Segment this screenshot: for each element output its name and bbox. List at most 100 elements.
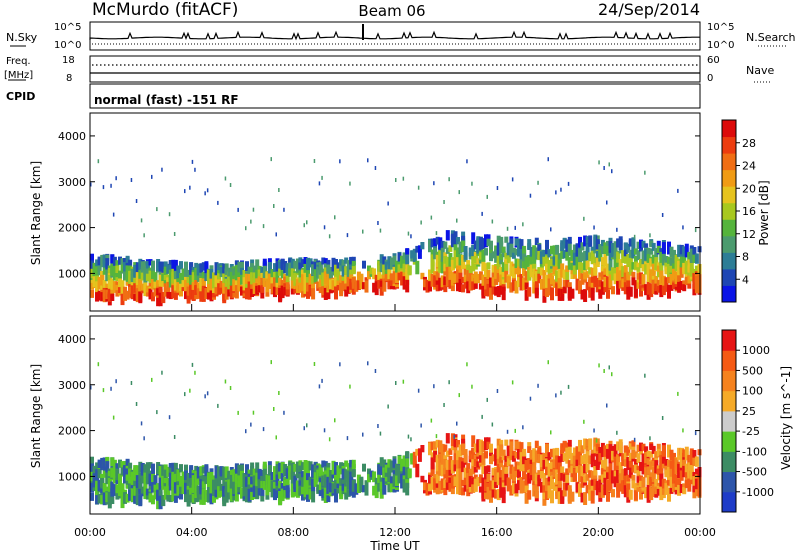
power-sparse-cell xyxy=(649,233,651,238)
power-cell xyxy=(405,248,410,255)
power-cell xyxy=(545,263,549,273)
power-cell xyxy=(575,279,580,290)
power-cell xyxy=(201,271,206,282)
power-cell xyxy=(278,261,283,270)
velocity-colorbar-segment xyxy=(722,350,736,371)
power-cell xyxy=(387,280,392,290)
velocity-cell xyxy=(189,476,194,489)
power-cell xyxy=(501,286,506,301)
velocity-cell xyxy=(285,484,290,493)
velocity-cell xyxy=(590,484,595,492)
velocity-cell xyxy=(387,459,392,468)
power-cell xyxy=(158,284,163,296)
power-cell xyxy=(339,260,344,272)
power-cell xyxy=(651,280,656,294)
velocity-cell xyxy=(156,491,161,499)
velocity-cell xyxy=(509,446,514,461)
velocity-cell xyxy=(499,456,504,463)
power-cell xyxy=(372,268,377,280)
velocity-cell xyxy=(163,464,168,474)
power-cell xyxy=(649,248,654,255)
velocity-cell xyxy=(509,464,514,474)
power-cell xyxy=(664,256,669,263)
velocity-cell xyxy=(219,469,224,477)
power-cell xyxy=(494,275,499,285)
power-cell xyxy=(298,257,303,267)
velocity-cell xyxy=(545,458,549,468)
power-cell xyxy=(456,247,460,261)
velocity-sparse-cell xyxy=(560,390,562,395)
velocity-cell xyxy=(478,455,483,463)
power-cell xyxy=(115,260,120,267)
velocity-sparse-cell xyxy=(430,418,433,423)
velocity-cell xyxy=(191,475,196,487)
power-cell xyxy=(384,270,389,279)
power-cell xyxy=(684,243,689,258)
velocity-cell xyxy=(217,486,222,498)
velocity-cell xyxy=(616,483,621,498)
velocity-cell xyxy=(456,472,460,486)
velocity-cell xyxy=(585,463,590,473)
power-cell xyxy=(255,285,260,295)
velocity-cell xyxy=(550,490,554,504)
power-cell xyxy=(301,286,305,298)
power-cell xyxy=(496,266,501,273)
velocity-cell xyxy=(506,479,511,492)
power-cell xyxy=(651,263,656,276)
power-cell xyxy=(201,286,206,294)
power-cell xyxy=(481,238,486,249)
power-cell xyxy=(354,280,359,292)
power-cell xyxy=(578,259,582,271)
power-cell xyxy=(135,262,140,275)
station-title: McMurdo (fitACF) xyxy=(92,0,238,20)
velocity-cell xyxy=(153,475,158,485)
velocity-cell xyxy=(595,484,600,496)
velocity-cell xyxy=(217,466,222,474)
velocity-cell xyxy=(232,471,237,479)
velocity-cell xyxy=(219,490,224,497)
velocity-cell xyxy=(260,480,265,495)
power-cell xyxy=(341,265,346,277)
velocity-cell xyxy=(628,489,633,500)
velocity-cell xyxy=(633,483,638,491)
velocity-cell xyxy=(389,460,394,473)
velocity-cell xyxy=(565,453,570,464)
power-cell xyxy=(593,263,598,273)
power-cell xyxy=(194,285,199,295)
power-cell xyxy=(651,242,656,251)
power-sparse-cell xyxy=(387,201,389,206)
power-cell xyxy=(555,263,560,270)
velocity-cell xyxy=(435,457,440,471)
power-cell xyxy=(328,279,333,290)
velocity-cell xyxy=(522,471,527,479)
velocity-cell xyxy=(557,471,562,482)
power-cell xyxy=(628,286,633,297)
velocity-cell xyxy=(496,469,501,476)
power-cell xyxy=(328,267,333,279)
velocity-cell xyxy=(255,488,260,498)
power-cell xyxy=(567,257,572,265)
power-cell xyxy=(654,276,659,289)
power-cell xyxy=(97,256,102,265)
power-cell xyxy=(669,246,674,258)
power-cell xyxy=(494,286,499,296)
power-cell xyxy=(356,279,361,290)
power-cell xyxy=(140,283,145,291)
power-cell xyxy=(626,271,631,279)
power-cell xyxy=(275,271,280,283)
power-cell xyxy=(161,273,166,281)
velocity-cell xyxy=(600,449,605,458)
power-cell xyxy=(90,260,94,271)
power-cell xyxy=(504,258,509,268)
power-cell xyxy=(181,280,186,288)
velocity-cell xyxy=(227,491,232,500)
velocity-cell xyxy=(542,452,547,460)
velocity-sparse-cell xyxy=(410,437,412,442)
power-cell xyxy=(435,271,440,281)
power-cell xyxy=(184,279,188,292)
velocity-cell xyxy=(349,481,354,493)
power-cell xyxy=(171,285,176,299)
nave-label: Nave xyxy=(746,64,774,77)
power-cell xyxy=(308,273,313,283)
velocity-cell xyxy=(504,439,509,446)
